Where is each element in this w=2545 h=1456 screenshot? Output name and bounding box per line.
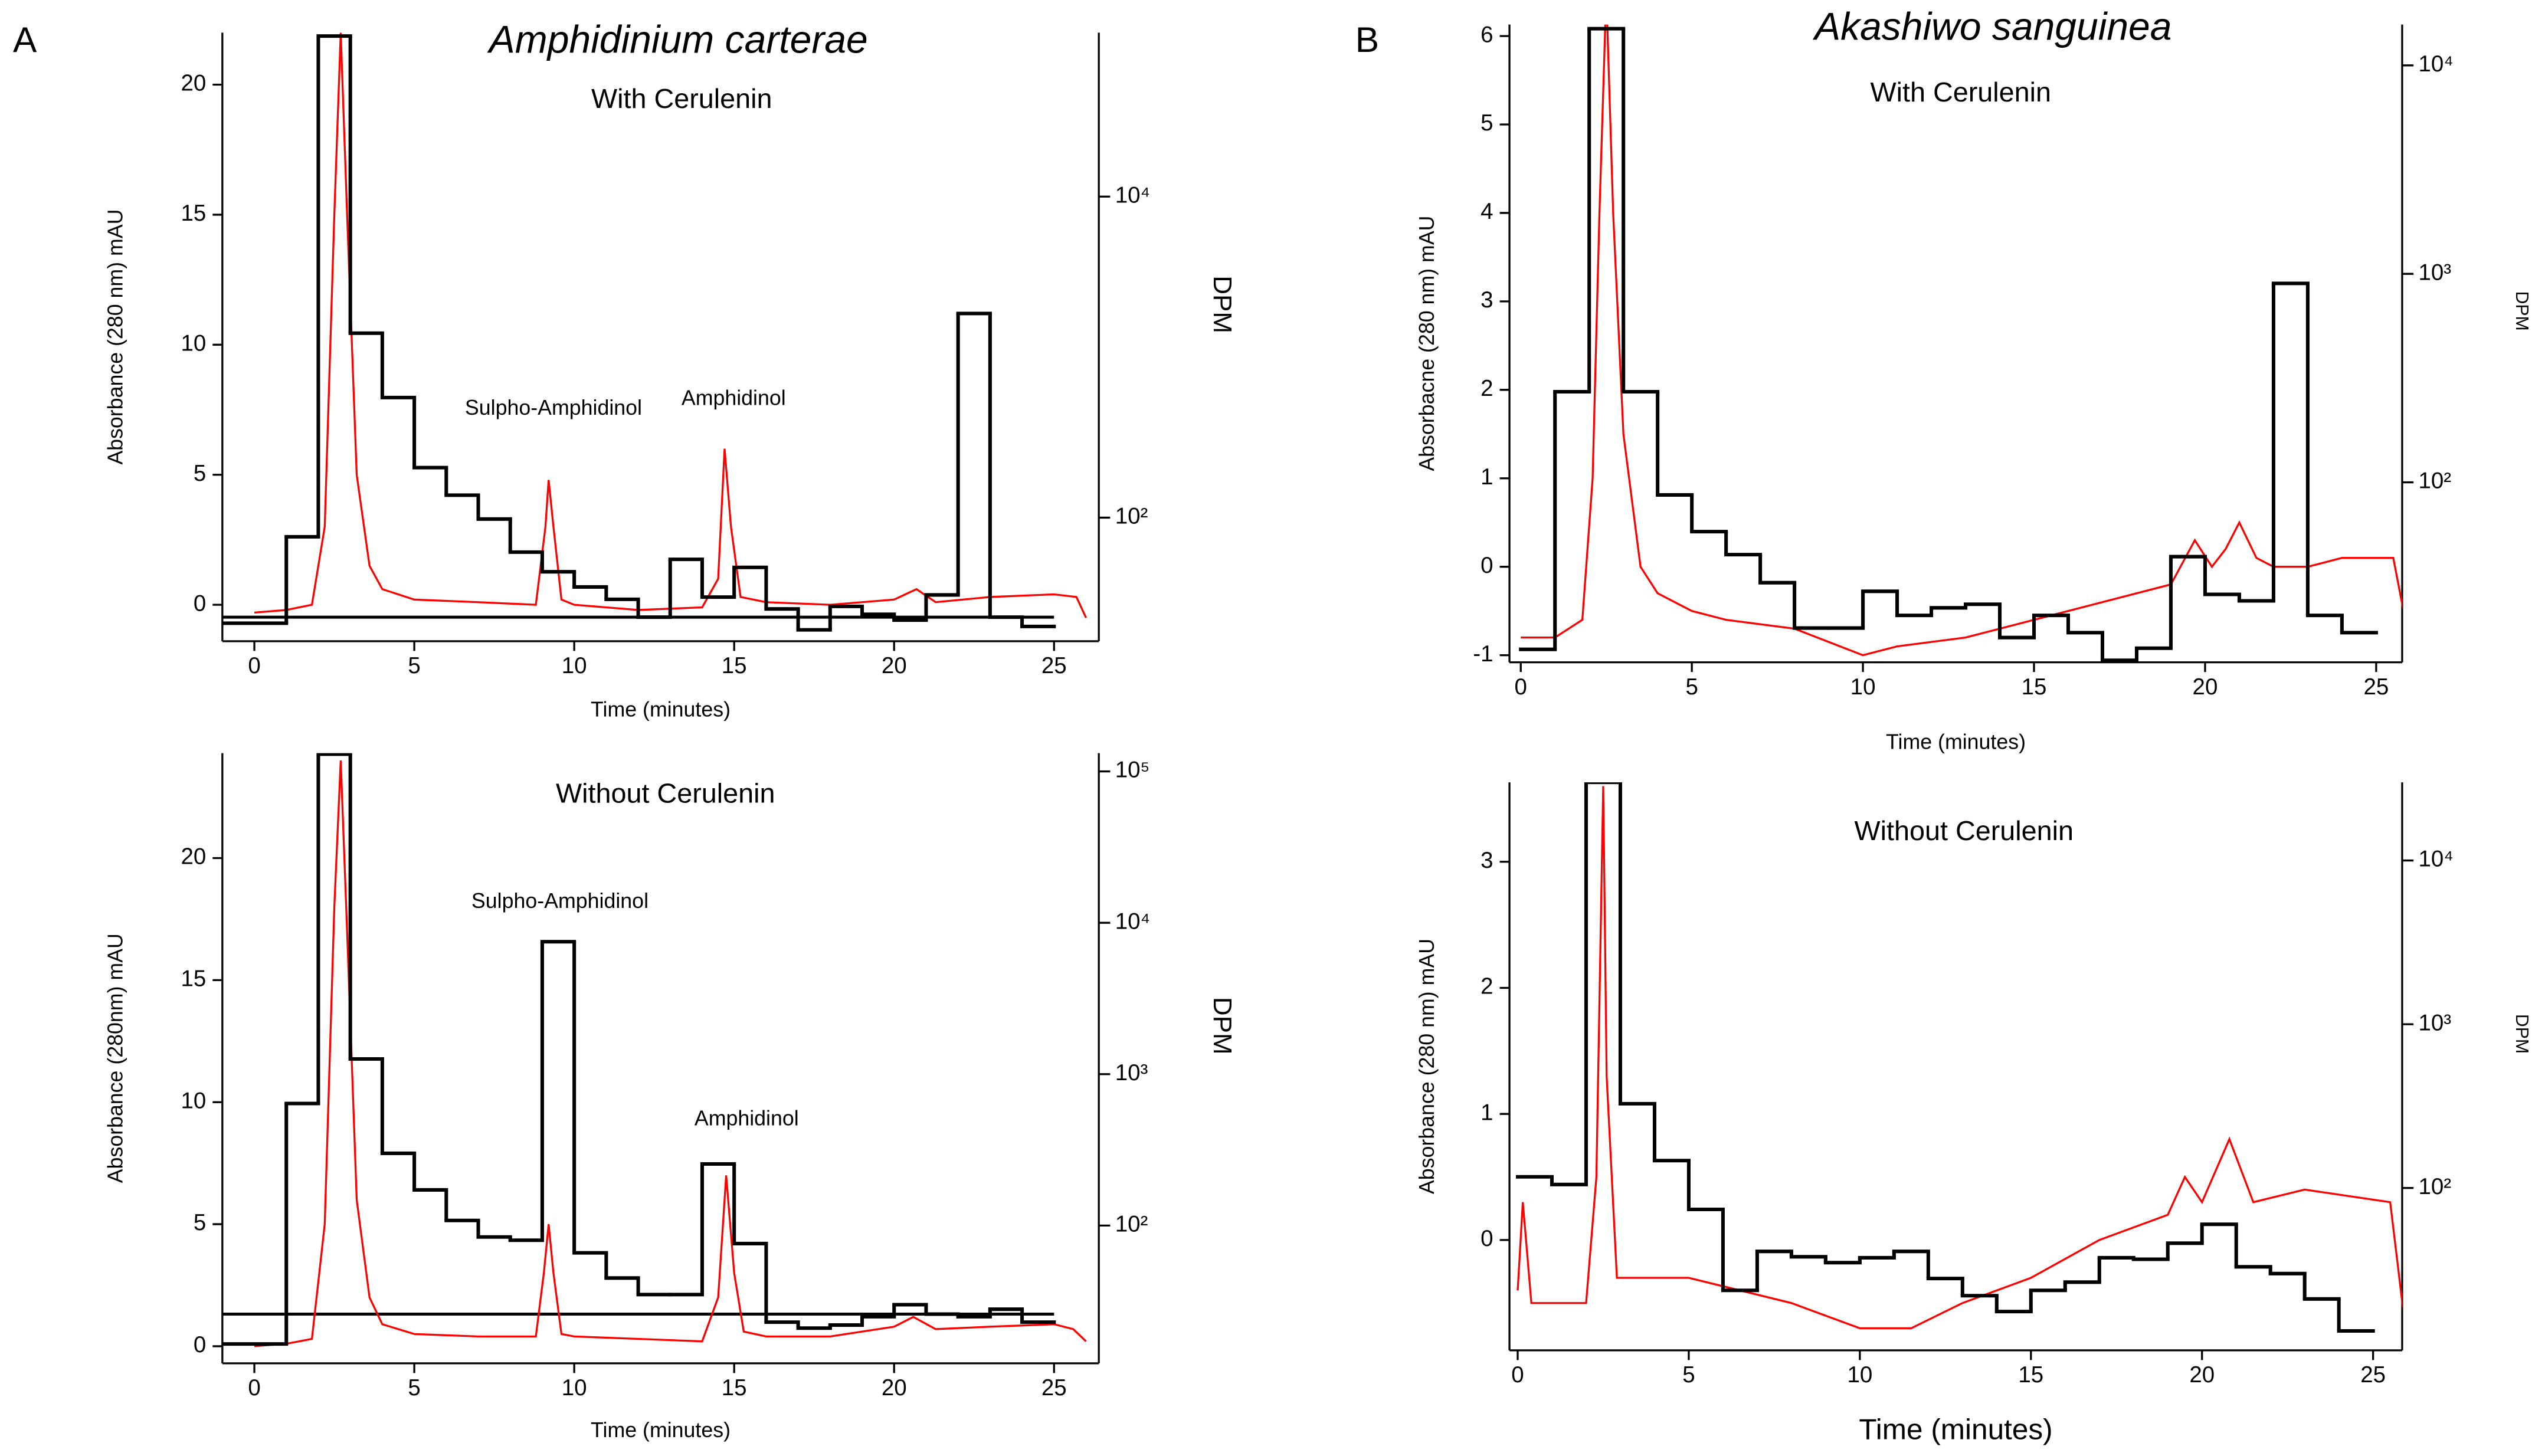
x-tick-label: 20 [882, 1375, 907, 1401]
y-tick-label: 0 [1481, 1226, 1493, 1251]
y-tick-label: 3 [1481, 287, 1493, 313]
y-tick-label: 0 [194, 591, 206, 616]
x-tick-label: 0 [1515, 674, 1527, 700]
y-tick-label: 0 [1481, 553, 1493, 578]
x-tick-label: 5 [1682, 1362, 1695, 1388]
y-tick-label: 5 [194, 461, 206, 486]
subtitle: With Cerulenin [591, 83, 772, 114]
y2-tick-label: 10² [1115, 1212, 1148, 1237]
x-tick-label: 20 [2189, 1362, 2215, 1388]
x-tick-label: 25 [1041, 1375, 1067, 1401]
x-tick-label: 10 [1850, 674, 1876, 700]
y2-axis-label: DPM [1208, 997, 1237, 1055]
y2-tick-label: 10² [1115, 504, 1148, 529]
x-tick-label: 0 [248, 653, 260, 678]
y-tick-label: 3 [1481, 848, 1493, 873]
y2-tick-label: 10⁴ [2418, 847, 2453, 872]
x-axis-label: Time (minutes) [591, 1418, 731, 1442]
annotation: Amphidinol [695, 1107, 799, 1130]
plot-area [1515, 782, 2402, 1333]
y-axis-label: Absorbacne (280 nm) mAU [1415, 216, 1439, 471]
x-tick-label: 25 [1041, 653, 1067, 678]
y2-axis-label: DPM [2512, 1014, 2531, 1054]
y2-tick-label: 10³ [2418, 260, 2451, 285]
subtitle: Without Cerulenin [556, 778, 775, 809]
x-axis-label: Time (minutes) [1859, 1413, 2052, 1445]
x-tick-label: 5 [408, 1375, 420, 1401]
y2-tick-label: 10⁴ [1115, 909, 1150, 934]
subtitle: Without Cerulenin [1854, 815, 2074, 846]
absorbance-line [254, 760, 1087, 1347]
y-tick-label: 1 [1481, 1100, 1493, 1125]
x-tick-label: 20 [882, 653, 907, 678]
plot-area [222, 753, 1087, 1347]
y-axis-label: Absorbance (280nm) mAU [103, 933, 127, 1183]
y-axis-label: Absorbance (280 nm) mAU [103, 209, 127, 465]
y2-tick-label: 10⁴ [2418, 51, 2453, 77]
panel-label: A [13, 19, 37, 60]
y-axis-label: Absorbance (280 nm) mAU [1415, 939, 1439, 1194]
x-tick-label: 15 [722, 653, 747, 678]
y-tick-label: 0 [194, 1332, 206, 1357]
y-tick-label: 20 [181, 71, 207, 96]
panel-title: Amphidinium carterae [487, 17, 868, 61]
plot-area [1519, 24, 2402, 663]
annotation: Sulpho-Amphidinol [471, 889, 648, 913]
absorbance-line [1516, 786, 2402, 1330]
annotation: Sulpho-Amphidinol [465, 396, 642, 419]
y-tick-label: 1 [1481, 464, 1493, 490]
subtitle: With Cerulenin [1870, 77, 2051, 107]
y2-tick-label: 10⁴ [1115, 182, 1150, 208]
x-tick-label: 15 [2022, 674, 2047, 700]
y-tick-label: 20 [181, 844, 207, 870]
absorbance-line [254, 32, 1088, 618]
x-tick-label: 5 [1685, 674, 1698, 700]
x-tick-label: 0 [248, 1375, 260, 1401]
x-tick-label: 10 [562, 653, 587, 678]
y-tick-label: 2 [1481, 974, 1493, 999]
x-axis-label: Time (minutes) [1886, 730, 2026, 754]
y-tick-label: 10 [181, 1088, 207, 1113]
y2-tick-label: 10³ [2418, 1010, 2451, 1035]
x-tick-label: 15 [2018, 1362, 2043, 1388]
y-tick-label: 4 [1481, 199, 1493, 224]
y2-tick-label: 10² [2418, 468, 2451, 494]
x-axis-label: Time (minutes) [591, 698, 731, 722]
y2-tick-label: 10² [2418, 1174, 2451, 1199]
y2-axis-label: DPM [2512, 291, 2531, 330]
y-tick-label: 15 [181, 201, 207, 226]
x-tick-label: 10 [1847, 1362, 1872, 1388]
y-tick-label: 5 [194, 1210, 206, 1235]
y-tick-label: -1 [1473, 641, 1493, 667]
panel-label: B [1355, 19, 1379, 60]
x-tick-label: 20 [2193, 674, 2218, 700]
x-tick-label: 25 [2363, 674, 2389, 700]
y2-tick-label: 10⁵ [1115, 757, 1150, 783]
x-tick-label: 5 [408, 653, 420, 678]
y-tick-label: 2 [1481, 376, 1493, 401]
panel-title: Akashiwo sanguinea [1812, 4, 2171, 48]
y-tick-label: 10 [181, 330, 207, 356]
x-tick-label: 15 [722, 1375, 747, 1401]
y2-tick-label: 10³ [1115, 1060, 1148, 1086]
annotation: Amphidinol [682, 386, 786, 409]
y-tick-label: 6 [1481, 22, 1493, 47]
y-tick-label: 5 [1481, 110, 1493, 136]
x-tick-label: 25 [2360, 1362, 2386, 1388]
y2-axis-label: DPM [1208, 276, 1237, 333]
y-tick-label: 15 [181, 966, 207, 992]
x-tick-label: 10 [562, 1375, 587, 1401]
x-tick-label: 0 [1511, 1362, 1524, 1388]
plot-area [222, 32, 1088, 632]
